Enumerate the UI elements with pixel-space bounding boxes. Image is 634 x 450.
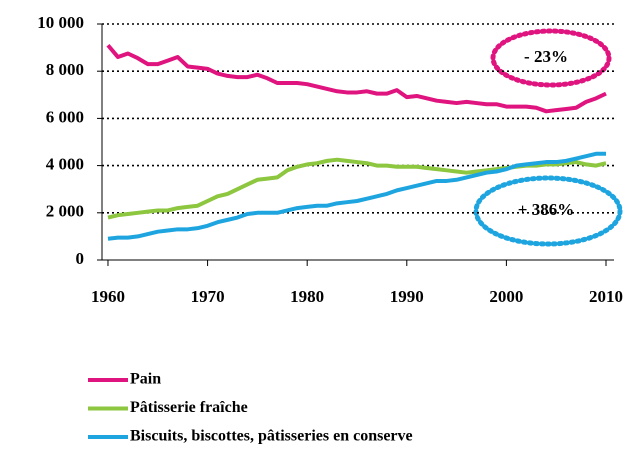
y-tick-label: 8 000	[46, 60, 84, 79]
annotation-ellipse	[490, 28, 612, 88]
annotation: - 23%	[524, 47, 568, 66]
x-tick-label: 1980	[290, 287, 324, 306]
legend: Pain Pâtisserie fraîche Biscuits, biscotte…	[88, 371, 413, 445]
y-tick-label: 0	[76, 249, 85, 268]
annotation: + 386%	[518, 200, 574, 219]
y-tick-label: 6 000	[46, 107, 84, 126]
y-tick-label: 10 000	[37, 13, 84, 32]
y-tick-label: 2 000	[46, 202, 84, 221]
series-line	[107, 151, 606, 241]
annotation-ellipse	[473, 175, 623, 247]
legend-label: Pain	[130, 371, 161, 388]
legend-label: Biscuits, biscottes, pâtisseries en cons…	[130, 428, 413, 445]
x-tick-label: 1960	[91, 287, 125, 306]
x-tick-label: 1970	[191, 287, 225, 306]
series-line	[106, 43, 607, 114]
y-tick-label: 4 000	[46, 155, 84, 174]
x-tick-label: 1990	[390, 287, 424, 306]
legend-label: Pâtisserie fraîche	[130, 399, 248, 416]
x-tick-label: 2000	[489, 287, 523, 306]
x-tick-label: 2010	[589, 287, 623, 306]
